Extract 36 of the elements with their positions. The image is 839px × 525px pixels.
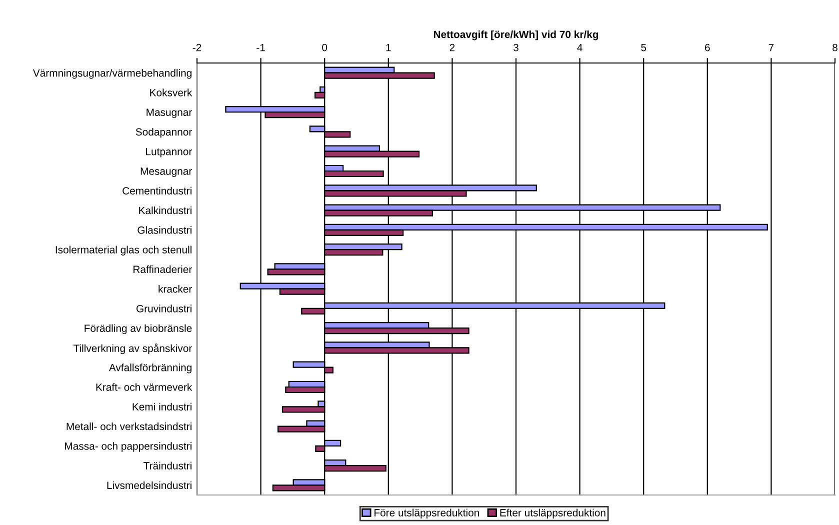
y-tick-label: Massa- och pappersindustri xyxy=(65,442,192,452)
x-tick-label: 8 xyxy=(832,44,838,52)
y-tick-label: Värmningsugnar/värmebehandling xyxy=(32,69,192,79)
y-tick-label: Metall- och verkstadsindstri xyxy=(66,422,192,430)
x-tick-label: 1 xyxy=(386,44,391,52)
y-tick-label: Sodapannor xyxy=(136,128,192,138)
x-tick-label: 3 xyxy=(514,44,518,52)
x-tick-label: 0 xyxy=(322,44,328,52)
x-tick-label: 2 xyxy=(450,44,455,52)
x-tick-label: 4 xyxy=(577,44,582,52)
y-tick-label: Kemi industri xyxy=(132,402,192,411)
y-tick-label: Kalkindustri xyxy=(139,206,192,214)
y-tick-label: Raffinaderier xyxy=(134,265,192,274)
y-tick-label: Isolermaterial glas och stenull xyxy=(56,246,192,256)
y-tick-label: Koksverk xyxy=(150,88,192,96)
x-tick-label: 5 xyxy=(641,44,646,52)
y-tick-label: Tillverkning av spånskivor xyxy=(74,344,192,354)
legend-label: Efter utsläppsreduktion xyxy=(500,508,606,518)
y-tick-label: Masugnar xyxy=(146,108,192,118)
x-tick-label: -2 xyxy=(192,44,202,52)
y-tick-label: Avfallsförbränning xyxy=(108,364,192,374)
y-tick-label: Cementindustri xyxy=(122,186,192,195)
y-tick-label: Gruvindustri xyxy=(136,304,192,312)
y-tick-label: Kraft- och värmeverk xyxy=(96,383,192,391)
legend-label: Före utsläppsreduktion xyxy=(374,508,479,518)
y-tick-label: kracker xyxy=(158,285,192,293)
x-axis-title: Nettoavgift [öre/kWh] vid 70 kr/kg xyxy=(434,30,598,40)
y-tick-label: Lutpannor xyxy=(146,148,192,158)
y-tick-label: Mesaugnar xyxy=(140,168,192,177)
y-tick-label: Glasindustri xyxy=(138,226,192,234)
x-tick-label: 7 xyxy=(768,44,774,52)
y-tick-label: Träindustri xyxy=(144,462,192,470)
x-tick-label: -1 xyxy=(256,44,265,52)
x-tick-label: 6 xyxy=(705,44,710,52)
y-tick-label: Förädling av biobränsle xyxy=(84,324,192,334)
y-tick-label: Livsmedelsindustri xyxy=(107,481,192,490)
